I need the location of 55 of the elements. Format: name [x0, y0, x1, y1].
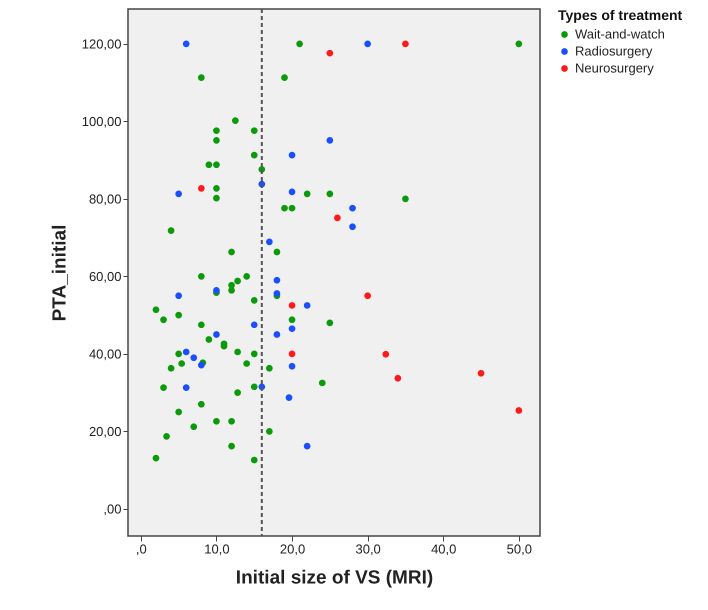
point [190, 354, 198, 362]
y-tick-label: ,00 [103, 501, 122, 516]
y-tick-label: 20,00 [88, 424, 122, 439]
point [250, 321, 258, 328]
point [349, 223, 356, 230]
point [326, 50, 334, 57]
x-tick-label: ,0 [136, 542, 147, 556]
x-tick-label: 40,0 [431, 542, 456, 556]
point [334, 214, 341, 222]
point [182, 384, 190, 391]
point [274, 290, 280, 297]
point [402, 40, 409, 48]
point [213, 331, 220, 338]
point [266, 238, 273, 246]
point [304, 442, 311, 450]
y-tick-label: 80,00 [88, 191, 122, 206]
point [478, 370, 484, 377]
point [286, 394, 292, 402]
x-tick-label: 10,0 [204, 542, 230, 556]
point [198, 185, 205, 192]
x-tick-label: 20,0 [280, 542, 306, 556]
point [349, 204, 356, 212]
point [364, 292, 371, 300]
point [304, 302, 311, 309]
point [213, 286, 220, 294]
point [288, 325, 296, 332]
point [515, 407, 522, 414]
y-tick-label: 40,00 [88, 346, 122, 362]
point [394, 374, 402, 382]
point [288, 152, 296, 158]
point [288, 350, 296, 358]
point [182, 348, 190, 356]
point [288, 188, 296, 196]
legend-label: Neurosurgery [575, 60, 654, 76]
y-axis-title: PTA_initial [50, 224, 71, 322]
y-tick-label: 60,00 [88, 268, 122, 284]
legend-label: Radiosurgery [575, 44, 653, 58]
legend-title: Types of treatment [558, 7, 683, 23]
point [274, 331, 280, 338]
x-axis-title: Initial size of VS (MRI) [236, 568, 434, 588]
point [182, 40, 190, 48]
y-tick-label: 100,00 [82, 114, 122, 129]
point [288, 362, 296, 370]
point [274, 276, 280, 284]
point [382, 350, 390, 358]
point [326, 137, 334, 144]
legend-label: Wait-and-watch [575, 26, 665, 42]
x-tick-label: 30,0 [355, 542, 381, 556]
point [198, 362, 205, 368]
x-tick-label: 50,0 [506, 542, 532, 556]
y-tick-label: 120,00 [82, 36, 122, 52]
point [175, 190, 182, 198]
point [175, 292, 182, 300]
point [288, 302, 296, 309]
point [364, 40, 371, 48]
